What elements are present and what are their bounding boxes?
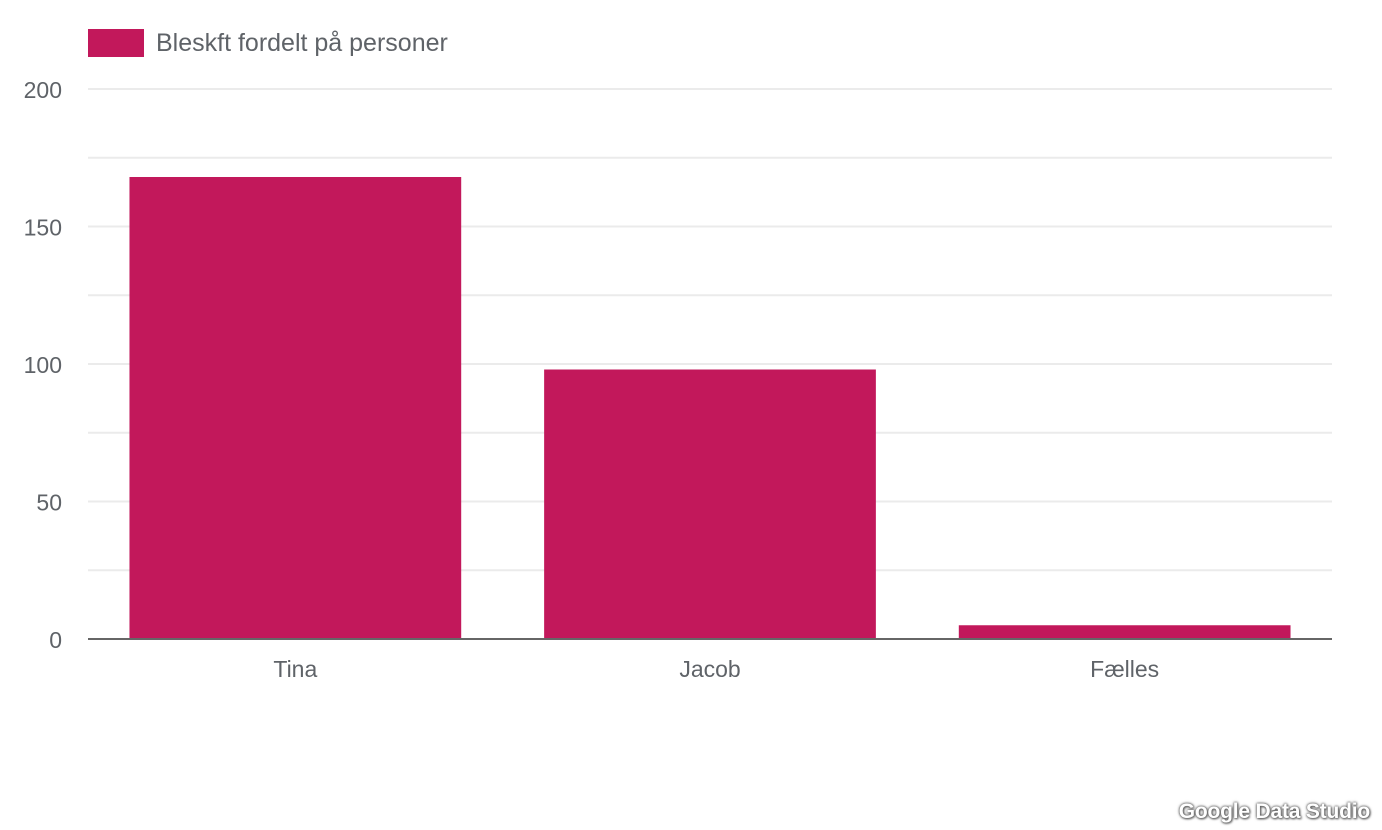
x-category-label: Fælles [1090, 656, 1159, 682]
bar-tina [129, 177, 462, 639]
y-tick-label: 0 [49, 627, 62, 653]
bar-jacob [544, 369, 876, 639]
x-axis-labels: Tina Jacob Fælles [273, 656, 1159, 682]
legend-label: Bleskft fordelt på personer [156, 28, 448, 57]
x-category-label: Tina [273, 656, 317, 682]
bars [129, 177, 1291, 639]
watermark-logo: Google Data Studio [1178, 800, 1370, 823]
legend-swatch [88, 29, 144, 57]
chart-legend[interactable]: Bleskft fordelt på personer [88, 28, 448, 58]
y-tick-label: 200 [24, 77, 62, 103]
y-tick-label: 150 [24, 215, 62, 241]
y-axis-ticks: 0 50 100 150 200 [24, 77, 62, 653]
x-category-label: Jacob [679, 656, 740, 682]
y-tick-label: 100 [24, 352, 62, 378]
bar-f-lles [958, 625, 1291, 639]
y-tick-label: 50 [36, 490, 62, 516]
